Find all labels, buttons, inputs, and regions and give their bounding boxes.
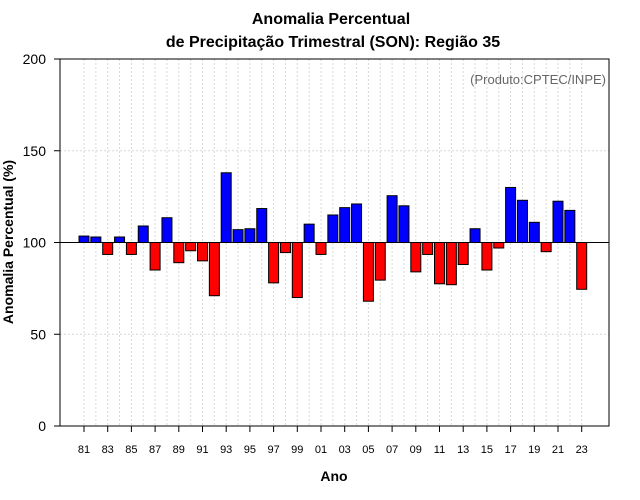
x-tick-label: 99 <box>291 444 303 456</box>
bar-2020 <box>540 242 552 253</box>
bar-2012 <box>445 242 457 286</box>
bar-2007 <box>386 195 398 244</box>
bar-1988 <box>161 217 173 243</box>
bar-1982 <box>90 236 102 243</box>
bar-1994 <box>232 229 244 243</box>
bar-2001 <box>315 242 327 255</box>
x-tick-label: 97 <box>267 444 279 456</box>
bar-2016 <box>493 242 505 249</box>
bar-2005 <box>362 242 374 302</box>
bar-2002 <box>327 214 339 244</box>
y-axis: 0 50 100 150 200 <box>23 51 60 434</box>
x-tick-label: 87 <box>149 444 161 456</box>
bar-1989 <box>173 242 185 264</box>
bar-2010 <box>422 242 434 255</box>
x-axis-title: Ano <box>320 468 347 484</box>
x-tick-label: 15 <box>481 444 493 456</box>
x-tick-label: 23 <box>576 444 588 456</box>
bar-1996 <box>256 208 268 244</box>
bar-2003 <box>339 207 351 243</box>
chart-title-line2: de Precipitação Trimestral (SON): Região… <box>166 34 500 51</box>
x-axis: 81 83 85 87 89 91 93 95 97 99 01 03 05 07 09 11 13 15 17 19… <box>78 426 588 456</box>
bar-1998 <box>279 242 291 254</box>
x-tick-label: 05 <box>362 444 374 456</box>
bar-2011 <box>434 242 445 285</box>
bar-1986 <box>137 225 149 243</box>
bar-1997 <box>268 242 280 284</box>
bar-1984 <box>114 236 126 243</box>
credit-label: (Produto:CPTEC/INPE) <box>470 72 606 87</box>
x-tick-label: 89 <box>173 444 185 456</box>
y-tick-label: 100 <box>23 235 47 251</box>
bar-1999 <box>291 242 303 299</box>
bar-2023 <box>576 242 588 290</box>
bar-1983 <box>102 242 114 255</box>
x-tick-label: 11 <box>434 444 445 456</box>
bar-1991 <box>197 242 208 262</box>
x-tick-label: 95 <box>244 444 256 456</box>
bar-2019 <box>528 221 540 244</box>
bar-2015 <box>481 242 493 271</box>
x-tick-label: 07 <box>386 444 398 456</box>
bar-1993 <box>220 172 232 244</box>
x-tick-label: 93 <box>220 444 232 456</box>
bar-1985 <box>125 242 137 255</box>
x-tick-label: 91 <box>196 444 208 456</box>
bar-1987 <box>149 242 161 271</box>
x-tick-label: 85 <box>125 444 137 456</box>
bar-2014 <box>469 228 481 244</box>
bar-1990 <box>185 242 197 252</box>
bar-1981 <box>78 235 90 243</box>
bar-2000 <box>303 223 315 243</box>
bar-2009 <box>410 242 422 273</box>
bar-2006 <box>374 242 386 281</box>
bar-1992 <box>208 242 220 297</box>
y-tick-label: 200 <box>23 51 47 67</box>
x-tick-label: 17 <box>504 444 516 456</box>
x-tick-label: 81 <box>78 444 90 456</box>
y-axis-title: Anomalia Percentual (%) <box>0 160 16 324</box>
y-tick-label: 150 <box>23 143 47 159</box>
x-tick-label: 01 <box>315 444 327 456</box>
bar-2004 <box>351 203 363 243</box>
bar-2018 <box>516 199 528 243</box>
bar-2021 <box>552 200 564 243</box>
x-tick-label: 13 <box>457 444 469 456</box>
y-tick-label: 50 <box>30 326 46 342</box>
bar-1995 <box>244 228 256 244</box>
chart-title-line1: Anomalia Percentual <box>252 11 410 28</box>
bar-2008 <box>398 205 410 244</box>
x-tick-label: 03 <box>339 444 351 456</box>
x-tick-label: 09 <box>410 444 422 456</box>
x-tick-label: 21 <box>552 444 564 456</box>
x-tick-label: 19 <box>528 444 540 456</box>
x-tick-label: 83 <box>102 444 114 456</box>
bar-2017 <box>505 186 517 243</box>
y-tick-label: 0 <box>38 418 46 434</box>
grid <box>60 59 609 426</box>
bar-2022 <box>564 209 576 243</box>
bar-2013 <box>457 242 469 266</box>
